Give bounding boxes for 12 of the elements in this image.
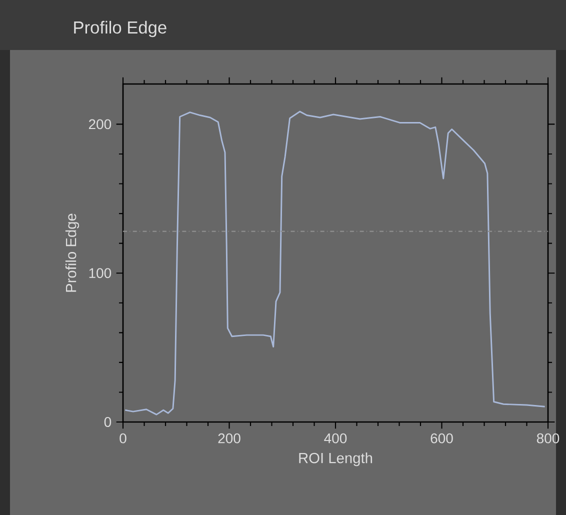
x-tick-label: 600 bbox=[430, 433, 453, 444]
chart-title: Profilo Edge bbox=[74, 20, 166, 38]
x-axis-title: ROI Length bbox=[299, 452, 372, 466]
line-series bbox=[124, 110, 546, 416]
y-axis-title: Profilo Edge bbox=[65, 214, 80, 292]
y-tick-label: 0 bbox=[104, 417, 112, 427]
x-tick-label: 0 bbox=[120, 433, 126, 444]
y-tick-label: 200 bbox=[88, 119, 112, 130]
x-tick-label: 200 bbox=[218, 433, 240, 444]
y-tick-label: 100 bbox=[89, 268, 112, 278]
x-tick-label: 400 bbox=[324, 433, 347, 444]
x-tick-label: 800 bbox=[536, 433, 560, 444]
